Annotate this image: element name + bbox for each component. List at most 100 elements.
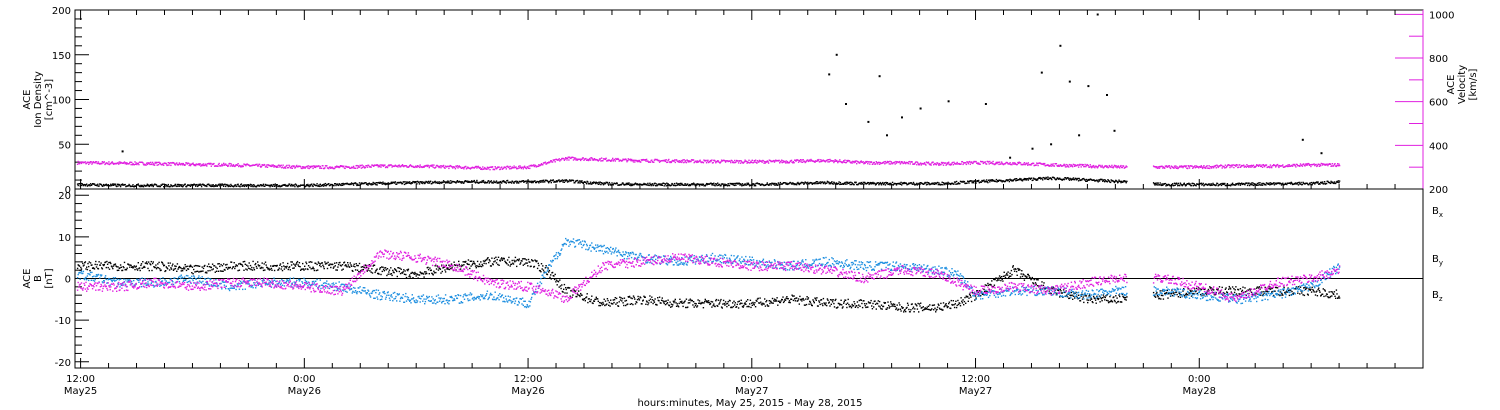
bx-point	[156, 266, 158, 269]
bx-point	[186, 265, 188, 267]
density-point	[155, 184, 158, 186]
bx-point	[161, 262, 164, 264]
velocity-point	[283, 167, 286, 169]
density-point	[488, 182, 490, 184]
velocity-point	[454, 166, 456, 169]
velocity-point	[862, 161, 864, 163]
bx-point	[711, 306, 713, 308]
density-point	[737, 183, 739, 185]
bx-point	[467, 263, 469, 265]
bx-point	[133, 266, 135, 268]
velocity-point	[1287, 164, 1289, 166]
bx-point	[610, 299, 612, 301]
density-point	[1183, 182, 1185, 184]
bx-point	[80, 268, 83, 270]
bx-point	[688, 299, 690, 301]
density-point	[165, 184, 167, 186]
bx-point	[504, 261, 507, 264]
velocity-point	[438, 166, 440, 169]
bx-point	[718, 303, 720, 305]
density-point	[1319, 183, 1321, 185]
bx-point	[176, 263, 179, 265]
bx-point	[693, 306, 695, 308]
density-point	[421, 181, 423, 183]
velocity-point	[604, 158, 607, 161]
bx-point	[787, 298, 789, 300]
bx-point	[720, 306, 723, 308]
density-point	[503, 180, 505, 182]
bx-point	[180, 267, 182, 269]
density-point	[1102, 180, 1105, 182]
density-point	[912, 181, 915, 184]
velocity-point	[344, 167, 346, 170]
bx-point	[409, 274, 411, 276]
density-point	[466, 180, 468, 182]
density-point	[867, 182, 870, 184]
velocity-point	[315, 166, 317, 169]
bx-point	[140, 264, 142, 267]
density-point	[927, 183, 929, 186]
bx-point	[649, 295, 651, 297]
bx-point	[297, 264, 299, 266]
density-point	[805, 182, 808, 184]
bx-point	[549, 276, 551, 279]
density-point	[1297, 184, 1300, 186]
velocity-point	[925, 164, 927, 166]
velocity-point	[687, 161, 690, 163]
density-point	[717, 182, 719, 184]
velocity-point	[131, 164, 134, 166]
velocity-point	[739, 160, 741, 162]
velocity-point	[695, 160, 697, 162]
velocity-point	[1233, 166, 1235, 169]
density-point	[676, 184, 678, 186]
velocity-point	[588, 159, 590, 161]
bx-point	[615, 297, 618, 300]
density-point	[1202, 182, 1204, 185]
bx-point	[553, 275, 555, 277]
density-point	[365, 183, 368, 186]
bx-point	[679, 298, 681, 300]
velocity-point	[1184, 166, 1187, 168]
velocity-point	[886, 160, 889, 163]
velocity-point	[638, 159, 641, 162]
bx-point	[607, 299, 609, 302]
bx-point	[476, 260, 479, 263]
velocity-point	[1224, 167, 1226, 169]
velocity-point	[1013, 163, 1015, 165]
density-spikes	[121, 13, 1323, 159]
density-point	[224, 183, 226, 185]
velocity-point	[869, 163, 871, 165]
density-point	[415, 181, 417, 183]
bx-point	[458, 260, 460, 263]
density-point	[851, 182, 853, 184]
velocity-point	[640, 161, 642, 163]
density-point	[599, 181, 601, 183]
density-point	[905, 182, 907, 184]
bx-point	[224, 269, 226, 271]
density-point	[1109, 181, 1111, 183]
bx-point	[722, 303, 724, 305]
velocity-point	[1295, 166, 1297, 168]
density-point	[689, 183, 691, 186]
bx-point	[194, 271, 196, 273]
bx-point	[581, 294, 583, 296]
bx-point	[513, 259, 515, 262]
density-point	[1000, 180, 1003, 182]
velocity-point	[1115, 165, 1118, 167]
velocity-point	[1032, 162, 1034, 164]
density-point	[405, 181, 408, 183]
density-point	[305, 185, 307, 187]
velocity-point	[365, 165, 368, 167]
density-point	[288, 183, 291, 185]
velocity-point	[750, 160, 752, 162]
density-point	[903, 182, 905, 185]
bx-point	[682, 305, 684, 308]
density-point	[797, 183, 800, 185]
velocity-point	[80, 162, 83, 165]
density-point	[883, 182, 885, 185]
velocity-point	[273, 165, 276, 167]
density-point	[716, 184, 718, 187]
velocity-point	[479, 166, 481, 169]
velocity-point	[1315, 163, 1317, 166]
velocity-point	[486, 166, 489, 168]
